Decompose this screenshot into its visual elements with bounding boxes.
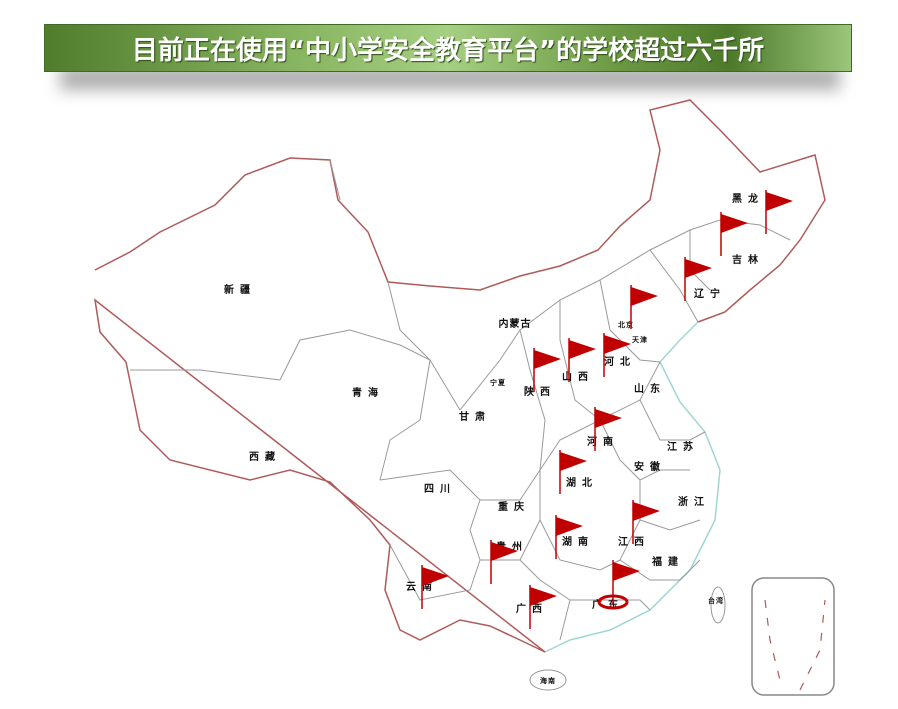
- flag-icon: [631, 287, 658, 306]
- flag-icon: [721, 214, 748, 233]
- province-label: 山东: [634, 382, 666, 395]
- flag-marker[interactable]: [421, 565, 449, 609]
- province-label: 江苏: [667, 440, 699, 453]
- province-label: 四川: [424, 483, 456, 495]
- province-label: 山西: [562, 370, 594, 383]
- border-land: [94, 99, 826, 323]
- province-label: 广西: [516, 602, 548, 615]
- nine-dash-line: [764, 599, 826, 691]
- page-title: 目前正在使用“中小学安全教育平台”的学校超过六千所: [131, 35, 765, 66]
- province-label: 吉林: [732, 253, 764, 266]
- province-label: 河南: [587, 435, 619, 448]
- province-label: 浙江: [678, 495, 710, 508]
- province-label: 安徽: [634, 460, 666, 473]
- flag-marker[interactable]: [632, 500, 660, 544]
- flag-marker[interactable]: [603, 333, 631, 377]
- flag-marker[interactable]: [630, 285, 658, 329]
- province-label: 陕西: [524, 385, 556, 398]
- province-label: 西藏: [249, 450, 281, 463]
- taiwan-island: [710, 586, 726, 624]
- flag-icon: [766, 192, 793, 211]
- flag-marker[interactable]: [568, 338, 596, 382]
- flag-marker[interactable]: [597, 560, 640, 610]
- province-label: 江西: [618, 535, 650, 548]
- province-label: 辽宁: [694, 287, 726, 300]
- province-label: 青海: [352, 386, 384, 399]
- flag-marker[interactable]: [533, 348, 561, 392]
- flag-marker[interactable]: [684, 257, 712, 301]
- province-label: 天津: [632, 335, 648, 344]
- flag-icon: [595, 409, 622, 428]
- province-label: 台湾: [708, 596, 724, 605]
- province-label: 新疆: [224, 283, 256, 296]
- province-label: 宁夏: [490, 378, 506, 387]
- flag-marker[interactable]: [765, 190, 793, 234]
- flag-marker[interactable]: [720, 212, 748, 256]
- province-label: 福建: [651, 555, 684, 568]
- title-banner: 目前正在使用“中小学安全教育平台”的学校超过六千所: [44, 24, 852, 72]
- flag-icon: [560, 452, 587, 471]
- flag-icon: [422, 567, 449, 586]
- flag-icon: [685, 259, 712, 278]
- province-label: 湖北: [566, 476, 598, 489]
- province-label: 甘肃: [459, 410, 491, 423]
- flag-icon: [633, 502, 660, 521]
- province-label: 海南: [540, 676, 556, 685]
- flag-marker[interactable]: [529, 585, 557, 629]
- flag-icon: [534, 350, 561, 369]
- flag-icon: [613, 562, 640, 581]
- flag-marker[interactable]: [594, 407, 622, 451]
- flag-icon: [530, 587, 557, 606]
- province-label: 北京: [618, 320, 634, 329]
- south-china-sea-inset: [751, 577, 835, 696]
- flag-marker[interactable]: [555, 515, 583, 559]
- flag-icon: [604, 335, 631, 354]
- province-label: 重庆: [498, 500, 530, 513]
- province-label: 湖南: [562, 535, 594, 548]
- coastline: [544, 321, 721, 653]
- flag-marker[interactable]: [559, 450, 587, 494]
- province-label: 内蒙古: [499, 317, 532, 330]
- province-label: 黑龙: [732, 192, 764, 205]
- country-outline: [93, 99, 835, 696]
- flag-marker[interactable]: [490, 540, 518, 584]
- flag-icon: [556, 517, 583, 536]
- province-label: 河北: [604, 355, 636, 368]
- flag-icon: [569, 340, 596, 359]
- border-south-west: [93, 298, 546, 653]
- flag-icon: [491, 542, 518, 561]
- hainan-island: [529, 669, 567, 691]
